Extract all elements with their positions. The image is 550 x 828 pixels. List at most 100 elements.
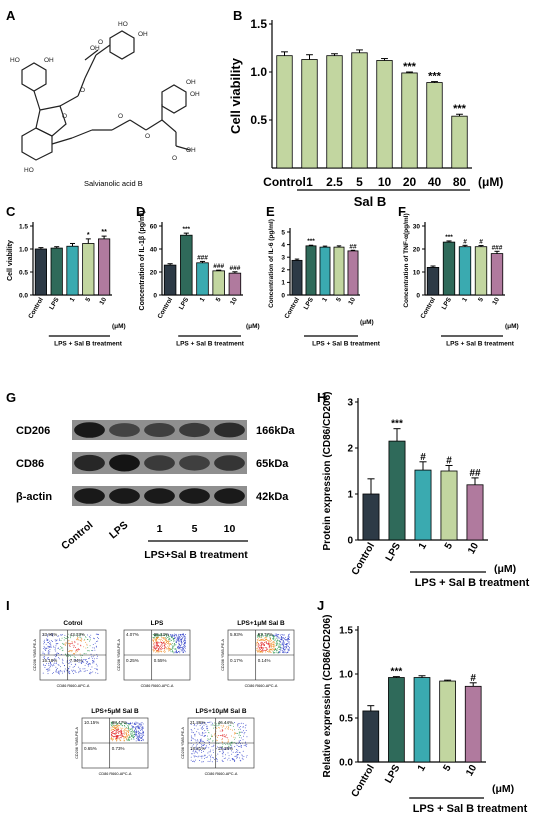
- flow-event: [89, 640, 91, 642]
- flow-x-axis-label: CD86 R660-APC-A: [141, 684, 174, 688]
- flow-event: [157, 645, 159, 646]
- flow-event: [209, 738, 211, 740]
- panel-letter-j: J: [317, 598, 324, 613]
- flow-event: [135, 728, 137, 730]
- flow-event: [142, 733, 144, 735]
- flow-event: [57, 668, 58, 670]
- panel-letter-a: A: [6, 8, 16, 23]
- flow-event: [238, 733, 240, 735]
- flow-event: [43, 643, 45, 645]
- flow-event: [283, 648, 285, 650]
- significance-mark: ###: [213, 263, 224, 270]
- flow-event: [53, 662, 55, 664]
- flow-event: [80, 633, 81, 635]
- flow-event: [183, 648, 184, 649]
- flow-event: [240, 745, 242, 747]
- flow-event: [114, 734, 116, 736]
- quadrant-percent: 0.55%: [154, 658, 167, 663]
- flow-event: [61, 650, 63, 652]
- bar: [180, 234, 193, 296]
- category-label: 5: [335, 296, 343, 303]
- flow-event: [203, 722, 205, 724]
- flow-event: [209, 741, 211, 743]
- flow-event: [231, 753, 233, 755]
- flow-event: [227, 752, 229, 754]
- flow-event: [119, 734, 121, 736]
- flow-event: [168, 646, 170, 648]
- flow-event: [50, 645, 52, 647]
- flow-event: [112, 732, 114, 734]
- flow-event: [170, 640, 172, 641]
- flow-event: [193, 744, 195, 746]
- flow-event: [163, 644, 165, 646]
- flow-event: [167, 642, 169, 644]
- flow-event: [184, 642, 186, 644]
- flow-event: [183, 644, 185, 646]
- y-tick-label: 0: [281, 292, 285, 299]
- flow-event: [276, 634, 278, 636]
- flow-event: [221, 729, 223, 731]
- category-label: 40: [428, 175, 442, 189]
- flow-event: [268, 640, 270, 642]
- flow-event: [202, 745, 204, 747]
- flow-event: [175, 642, 177, 644]
- flow-event: [239, 751, 240, 753]
- category-label: 1: [461, 296, 469, 303]
- flow-event: [201, 732, 203, 734]
- flow-event: [229, 759, 231, 761]
- flow-event: [265, 640, 267, 642]
- flow-event: [123, 737, 125, 739]
- y-axis-label: Protein expression (CD86/CD206): [322, 392, 333, 551]
- svg-text:OH: OH: [138, 31, 148, 38]
- flow-event: [179, 641, 181, 643]
- flow-event: [115, 730, 117, 732]
- flow-event: [83, 646, 85, 648]
- quadrant-percent: 21.36%: [190, 720, 205, 725]
- flow-event: [87, 638, 89, 640]
- flow-event: [196, 751, 197, 753]
- flow-event: [175, 650, 177, 652]
- unit-label: (μM): [478, 175, 503, 189]
- flow-event: [60, 653, 62, 655]
- flow-event: [124, 728, 126, 730]
- flow-event: [159, 650, 161, 652]
- flow-event: [221, 730, 223, 732]
- bar: [426, 266, 440, 296]
- flow-event: [220, 748, 222, 750]
- flow-event: [160, 638, 162, 640]
- flow-event: [190, 759, 192, 761]
- flow-event: [96, 646, 98, 648]
- flow-event: [239, 736, 241, 738]
- flow-event: [277, 639, 279, 641]
- category-label: 5: [443, 541, 456, 552]
- flow-event: [195, 748, 197, 750]
- flow-event: [166, 640, 168, 642]
- bar: [82, 243, 95, 296]
- flow-event: [227, 741, 229, 743]
- flow-event: [288, 648, 290, 650]
- flow-event: [153, 639, 155, 641]
- flow-event: [244, 732, 246, 733]
- flow-event: [159, 634, 161, 636]
- flow-event: [280, 649, 282, 651]
- flow-event: [43, 663, 44, 665]
- bar: [413, 677, 431, 763]
- bar: [301, 59, 318, 169]
- flow-event: [57, 671, 59, 673]
- flow-event: [242, 723, 244, 725]
- flow-event: [206, 739, 208, 741]
- flow-event: [55, 656, 57, 658]
- category-label: 10: [491, 296, 501, 306]
- flow-event: [87, 665, 89, 667]
- flow-event: [56, 662, 57, 664]
- flow-event: [202, 747, 204, 749]
- protein-band: [74, 454, 105, 472]
- flow-event: [194, 735, 196, 737]
- unit-label: (μM): [492, 783, 514, 795]
- flow-event: [270, 652, 272, 654]
- bar: [401, 72, 418, 169]
- flow-event: [74, 640, 76, 642]
- flow-event: [156, 640, 158, 642]
- flow-event: [117, 728, 119, 730]
- flow-event: [97, 640, 99, 642]
